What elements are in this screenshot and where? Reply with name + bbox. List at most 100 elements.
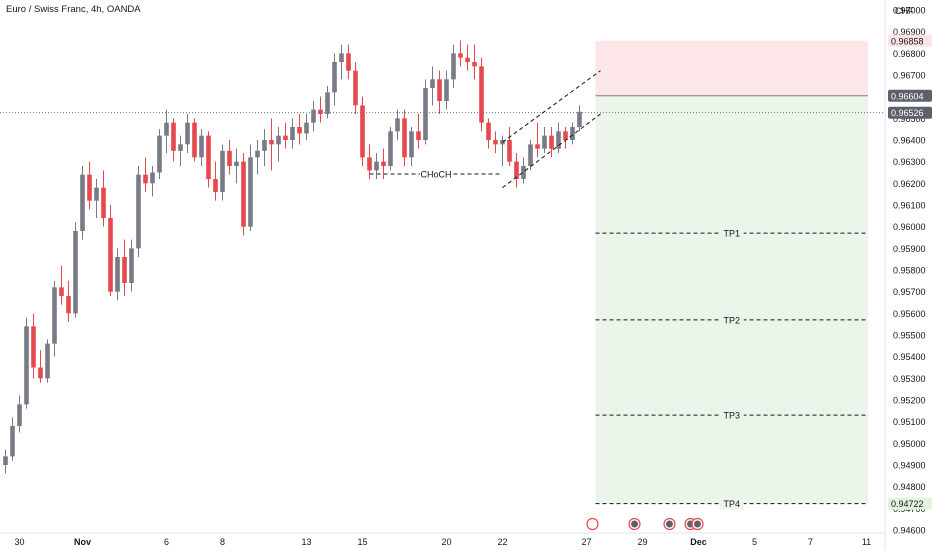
candle-body[interactable]: [479, 66, 484, 123]
candle-body[interactable]: [290, 127, 295, 140]
candle-body[interactable]: [521, 166, 526, 179]
candle-body[interactable]: [283, 135, 288, 140]
take-profit-label-bg-1: [719, 227, 744, 240]
candle-body[interactable]: [570, 127, 575, 140]
take-profit-zone[interactable]: [595, 95, 869, 504]
candle-body[interactable]: [381, 161, 386, 166]
candle-body[interactable]: [311, 109, 316, 123]
candle-body[interactable]: [395, 118, 400, 132]
candle-body[interactable]: [402, 118, 407, 158]
candle-body[interactable]: [486, 122, 491, 140]
candle-body[interactable]: [101, 187, 106, 218]
candle-body[interactable]: [255, 150, 260, 158]
candle-body[interactable]: [451, 53, 456, 80]
candle-body[interactable]: [458, 53, 463, 58]
candle-body[interactable]: [108, 218, 113, 292]
candle-body[interactable]: [535, 144, 540, 149]
economic-event-icon-inner: [694, 520, 701, 528]
candle-body[interactable]: [346, 53, 351, 71]
candle-body[interactable]: [45, 343, 50, 379]
candle-body[interactable]: [577, 111, 582, 127]
candle-body[interactable]: [367, 157, 372, 171]
candle-body[interactable]: [31, 326, 36, 368]
candle-body[interactable]: [122, 257, 127, 283]
candle-body[interactable]: [374, 161, 379, 171]
candle-body[interactable]: [416, 131, 421, 140]
candle-body[interactable]: [332, 62, 337, 93]
candle-body[interactable]: [388, 131, 393, 166]
candle-body[interactable]: [80, 174, 85, 231]
candle-body[interactable]: [87, 174, 92, 201]
candle-body[interactable]: [115, 257, 120, 292]
candle-body[interactable]: [318, 109, 323, 114]
candle-body[interactable]: [129, 248, 134, 283]
candle-body[interactable]: [164, 122, 169, 136]
candle-body[interactable]: [52, 287, 57, 344]
candle-body[interactable]: [507, 140, 512, 162]
candle-body[interactable]: [248, 157, 253, 227]
candle-body[interactable]: [178, 144, 183, 151]
time-tick-label: Nov: [74, 537, 91, 547]
time-tick-label: 5: [752, 537, 757, 547]
candle-body[interactable]: [325, 92, 330, 114]
candle-body[interactable]: [360, 105, 365, 158]
candle-body[interactable]: [234, 161, 239, 166]
candle-body[interactable]: [472, 62, 477, 67]
candle-body[interactable]: [276, 135, 281, 145]
candle-body[interactable]: [171, 122, 176, 151]
candle-body[interactable]: [430, 79, 435, 88]
take-profit-label-bg-2: [719, 313, 744, 326]
candle-body[interactable]: [444, 79, 449, 101]
candle-body[interactable]: [227, 150, 232, 166]
candle-body[interactable]: [185, 122, 190, 145]
candle-body[interactable]: [94, 187, 99, 201]
candle-body[interactable]: [38, 367, 43, 379]
price-tick-label: 0.96300: [893, 157, 926, 167]
stop-price-tag: 0.96858: [891, 36, 924, 46]
candle-body[interactable]: [3, 456, 8, 465]
candle-body[interactable]: [213, 179, 218, 192]
candle-body[interactable]: [542, 135, 547, 149]
candle-body[interactable]: [150, 172, 155, 184]
candle-body[interactable]: [220, 150, 225, 192]
candle-body[interactable]: [206, 135, 211, 179]
candle-body[interactable]: [73, 231, 78, 314]
candle-body[interactable]: [66, 296, 71, 314]
candle-body[interactable]: [192, 122, 197, 158]
candle-body[interactable]: [493, 140, 498, 145]
candle-body[interactable]: [304, 122, 309, 134]
dividend-event-icon-inner: [589, 520, 596, 528]
candle-body[interactable]: [143, 174, 148, 184]
time-tick-label: 8: [220, 537, 225, 547]
candle-body[interactable]: [409, 131, 414, 158]
candle-body[interactable]: [353, 70, 358, 106]
candle-body[interactable]: [465, 57, 470, 62]
candle-body[interactable]: [262, 140, 267, 151]
candle-body[interactable]: [24, 326, 29, 405]
candle-body[interactable]: [514, 161, 519, 179]
candle-body[interactable]: [339, 53, 344, 62]
chart-title: Euro / Swiss Franc, 4h, OANDA: [6, 4, 141, 15]
price-tick-label: 0.96200: [893, 179, 926, 189]
candle-body[interactable]: [423, 88, 428, 140]
candle-body[interactable]: [199, 135, 204, 158]
candle-body[interactable]: [549, 135, 554, 149]
candle-body[interactable]: [157, 135, 162, 173]
candle-body[interactable]: [563, 131, 568, 140]
candle-body[interactable]: [241, 161, 246, 227]
candle-body[interactable]: [269, 140, 274, 145]
stop-loss-zone[interactable]: [595, 40, 869, 96]
price-tick-label: 0.95100: [893, 417, 926, 427]
price-tick-label: 0.96700: [893, 71, 926, 81]
candle-body[interactable]: [17, 404, 22, 426]
take-profit-label-1: TP1: [723, 229, 740, 239]
candle-body[interactable]: [10, 426, 15, 457]
candle-body[interactable]: [528, 144, 533, 166]
price-tick-label: 0.94800: [893, 482, 926, 492]
candle-body[interactable]: [59, 287, 64, 296]
candle-body[interactable]: [437, 79, 442, 101]
candle-body[interactable]: [556, 131, 561, 149]
candle-body[interactable]: [136, 174, 141, 249]
candle-body[interactable]: [297, 127, 302, 134]
